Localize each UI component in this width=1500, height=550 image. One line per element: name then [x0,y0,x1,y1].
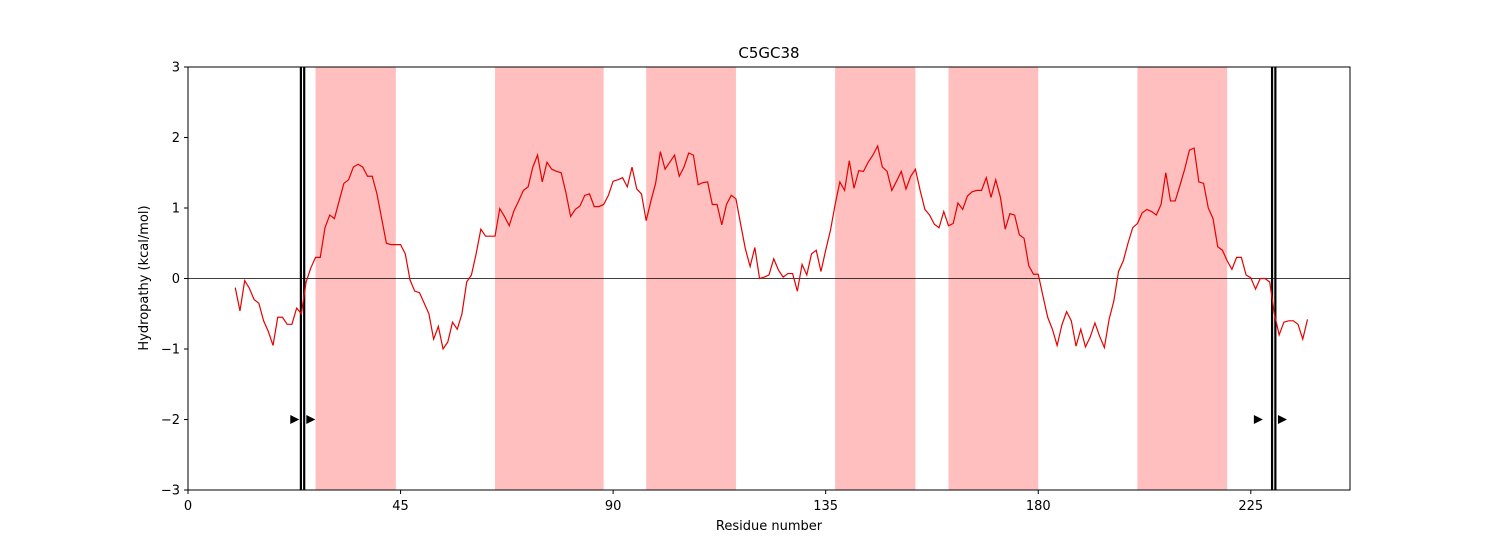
y-tick-label: −3 [161,484,180,499]
y-tick-label: 1 [172,202,180,217]
x-axis-label: Residue number [716,519,823,534]
x-axis-ticks: 0 45 90 135 180 225 [184,490,1263,514]
triangle-marker [1253,415,1263,424]
y-tick-label: 0 [172,272,180,287]
triangle-marker [1277,415,1287,424]
chart-title: C5GC38 [738,44,799,62]
x-tick-label: 135 [813,499,838,514]
triangle-marker [290,415,300,424]
y-axis-ticks: −3 −2 −1 0 1 2 3 [161,61,188,499]
x-tick-label: 0 [184,499,192,514]
markers-layer [290,415,1287,424]
y-axis-label: Hydropathy (kcal/mol) [137,205,152,350]
x-tick-label: 90 [605,499,622,514]
y-tick-label: −2 [161,413,180,428]
y-tick-label: −1 [161,343,180,358]
x-tick-label: 225 [1238,499,1263,514]
series-line [234,144,1309,351]
y-tick-label: 3 [172,61,180,76]
x-tick-label: 45 [392,499,409,514]
y-tick-label: 2 [172,131,180,146]
x-tick-label: 180 [1026,499,1051,514]
triangle-marker [306,415,316,424]
